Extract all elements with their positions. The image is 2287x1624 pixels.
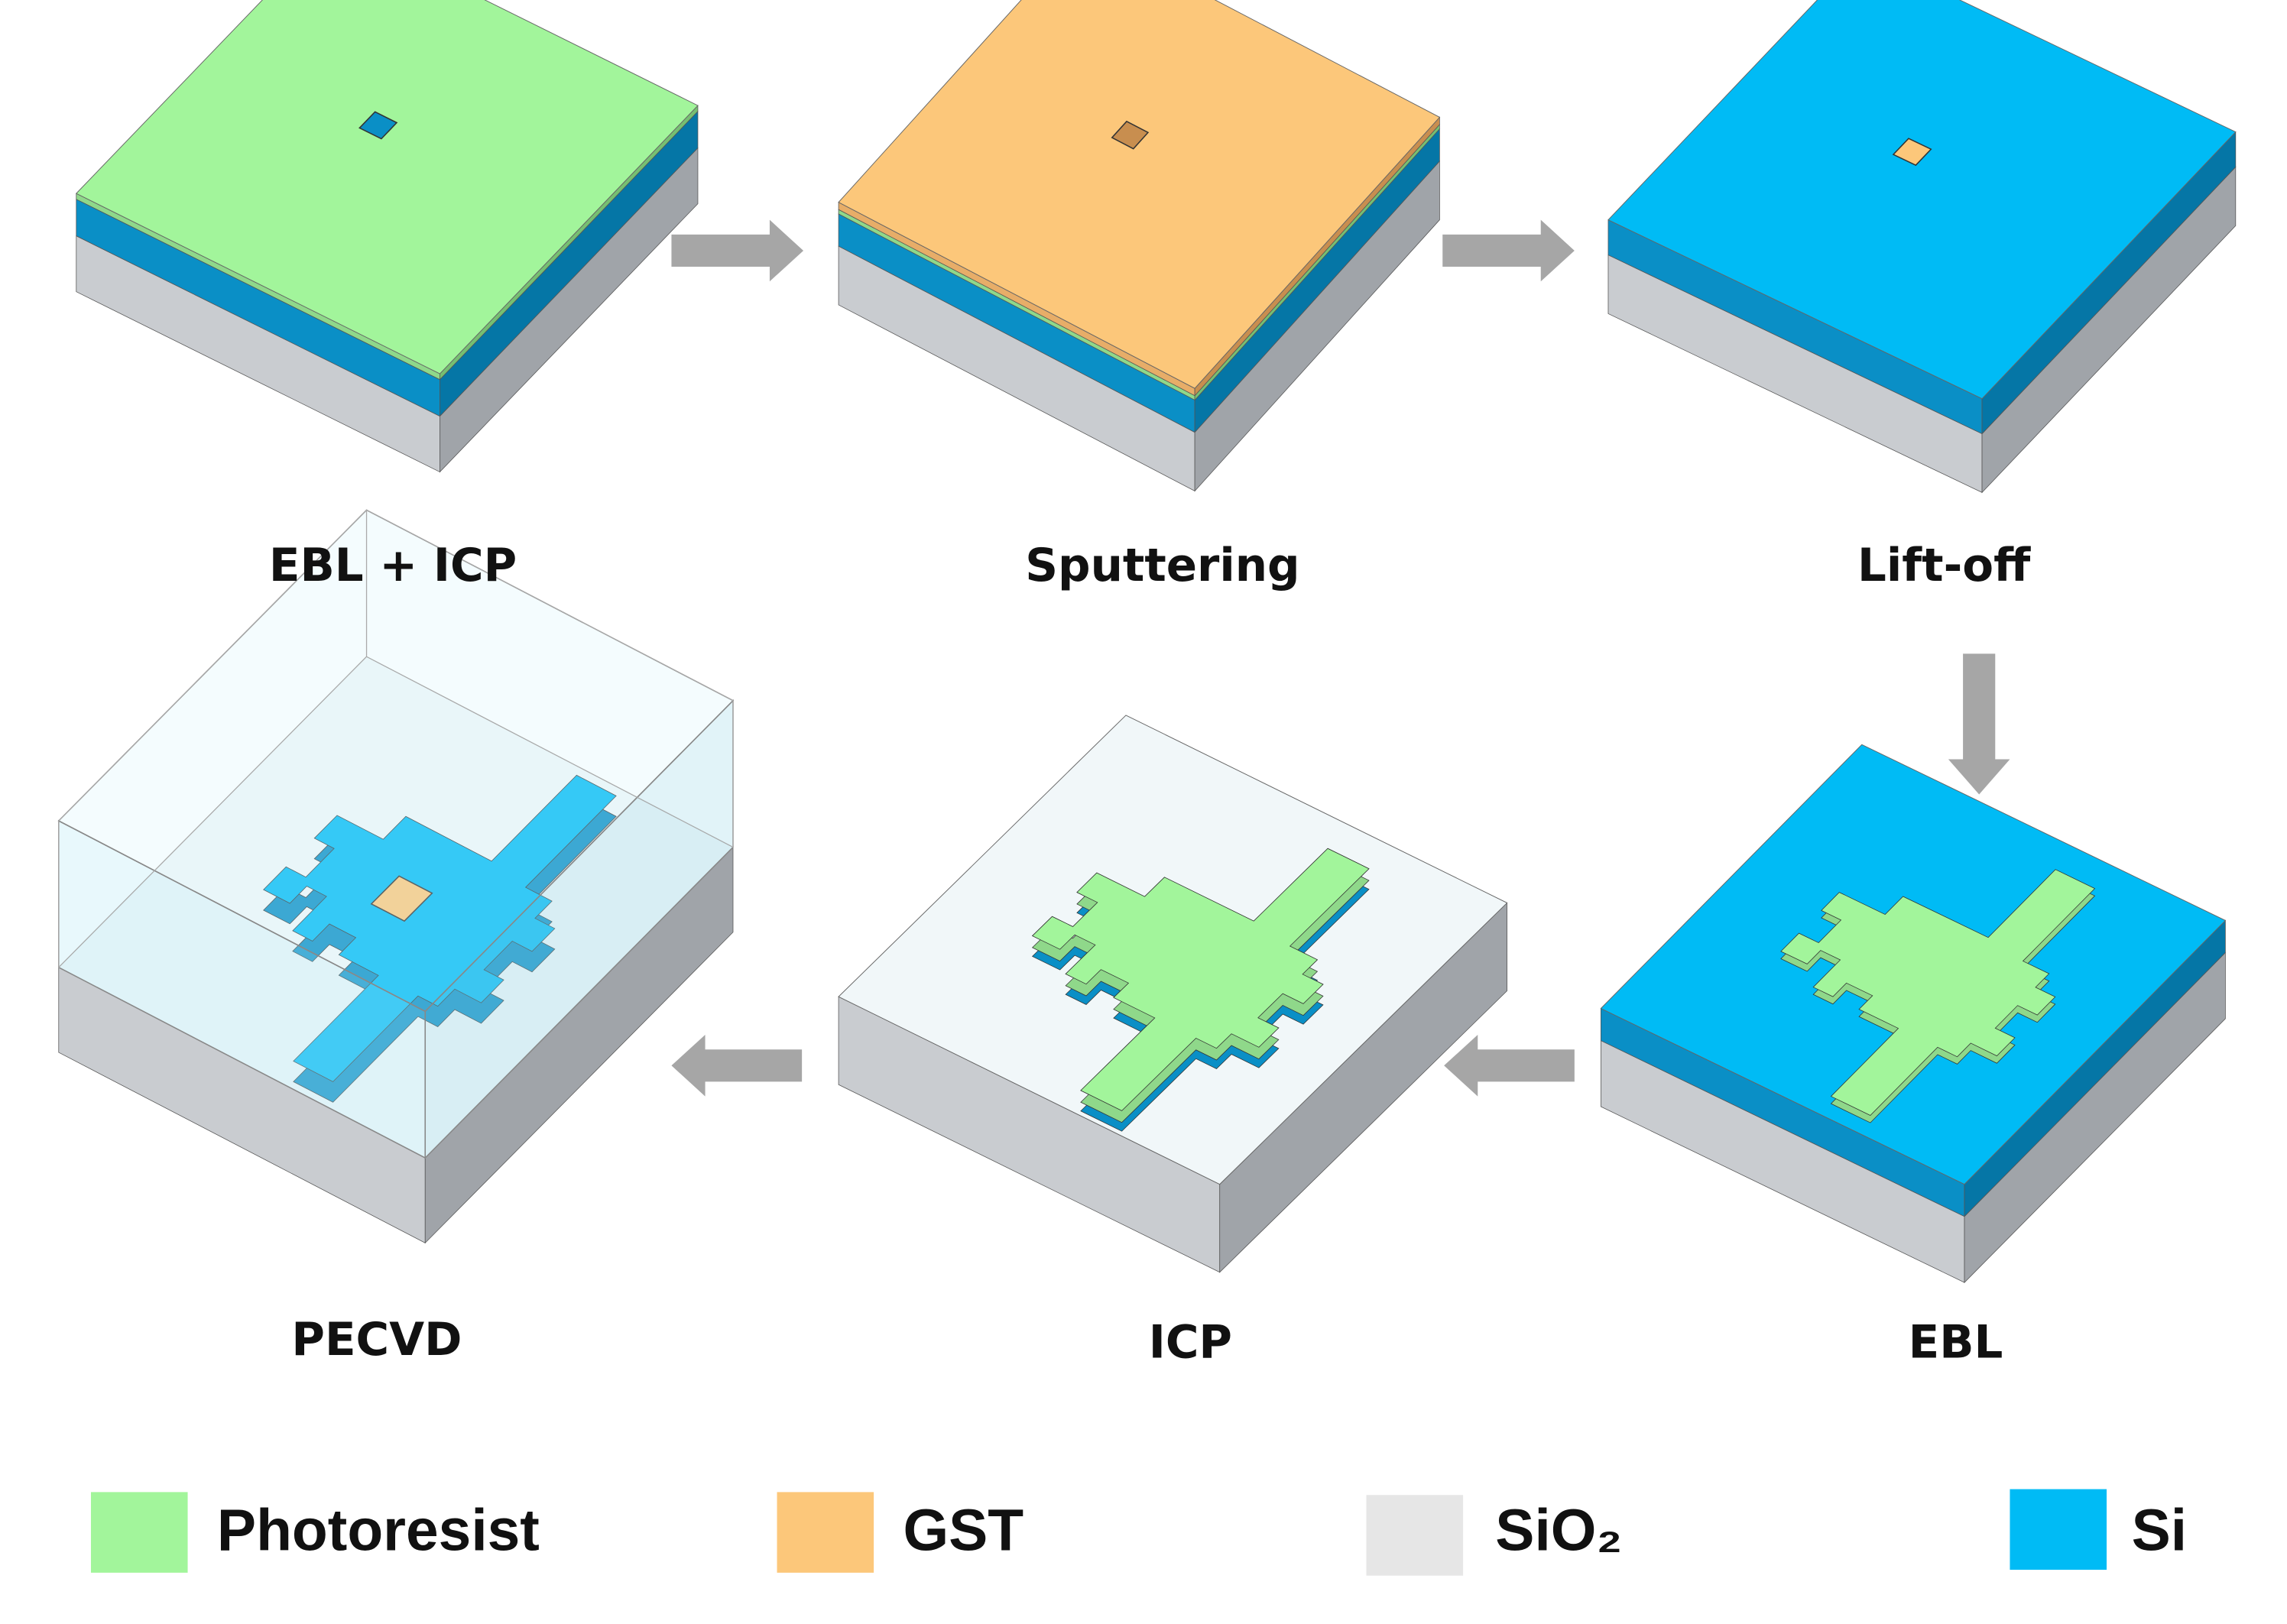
hole [370, 875, 433, 922]
hole [1892, 138, 1932, 167]
arrow [1948, 653, 2010, 795]
legend-swatch [1366, 1495, 1464, 1576]
top-face [1607, 0, 2237, 400]
feature-top [263, 774, 617, 1082]
legend: Photoresist GST SiO₂ Si [90, 1489, 2187, 1576]
step-label: EBL + ICP [269, 540, 517, 592]
legend-label: Photoresist [217, 1498, 540, 1563]
hole [1111, 120, 1150, 150]
legend-swatch [777, 1492, 874, 1573]
feature-top [1031, 848, 1370, 1111]
feature-top [1780, 869, 2096, 1116]
legend-swatch [90, 1492, 188, 1573]
top-face [838, 0, 1441, 389]
cladding-edge [365, 509, 734, 848]
legend-label: Si [2132, 1498, 2187, 1563]
layer-face [1194, 160, 1440, 492]
blocks [57, 0, 2237, 1284]
arrow [1444, 1035, 1575, 1097]
step-label: ICP [1149, 1317, 1232, 1370]
arrows [671, 219, 2010, 1097]
layer-face [1964, 951, 2226, 1284]
layer-face [440, 147, 699, 473]
arrow [671, 1035, 803, 1097]
step-label: Lift-off [1857, 540, 2031, 592]
legend-label: GST [903, 1498, 1023, 1563]
step-label: Sputtering [1025, 540, 1299, 592]
top-face [75, 0, 699, 374]
arrow [1442, 219, 1575, 282]
arrow [671, 219, 804, 282]
step-label: EBL [1909, 1317, 2003, 1370]
step-label: PECVD [291, 1314, 462, 1366]
hole [358, 111, 398, 140]
legend-label: SiO₂ [1495, 1498, 1622, 1563]
layer-face [1981, 166, 2237, 494]
legend-swatch [2010, 1489, 2107, 1571]
